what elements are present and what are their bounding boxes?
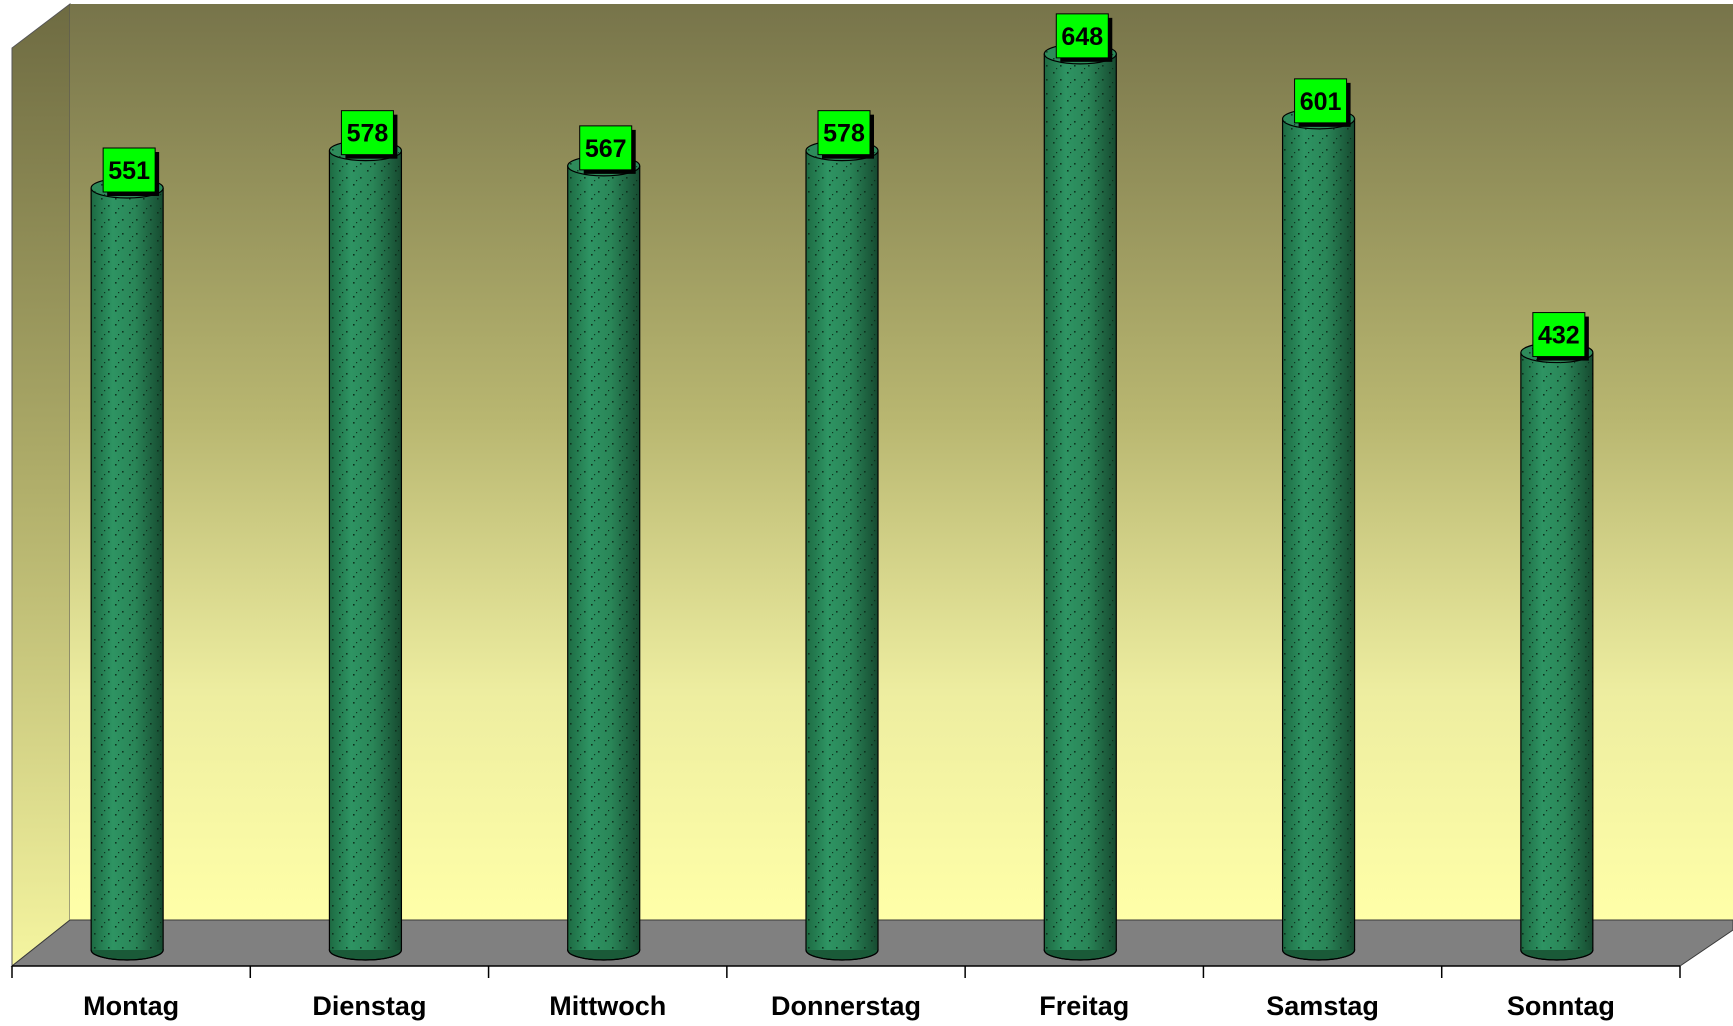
data-label-text: 551	[108, 157, 150, 185]
x-tick-label: Montag	[83, 991, 179, 1021]
data-label-box	[817, 110, 871, 156]
x-axis	[11, 965, 1681, 978]
back-wall	[70, 4, 1733, 920]
side-wall	[11, 2, 71, 968]
data-label-box	[1055, 13, 1109, 59]
data-label-box	[1532, 312, 1586, 358]
x-tick-label: Dienstag	[312, 991, 426, 1021]
bar-dienstag	[328, 140, 403, 961]
x-tick-label: Mittwoch	[549, 991, 666, 1021]
bar-base-outline	[805, 949, 879, 961]
bar-pattern	[806, 150, 878, 950]
data-label-box	[102, 147, 156, 193]
bar-sonntag	[1520, 341, 1594, 961]
data-label: 578	[817, 110, 874, 159]
bar-base-outline	[1043, 949, 1117, 961]
data-label: 432	[1532, 312, 1589, 361]
bar-pattern	[91, 188, 164, 950]
bar-base-outline	[1281, 949, 1356, 961]
x-tick-labels: Montag Dienstag Mittwoch Donnerstag Freitag S…	[83, 991, 1615, 1021]
data-label-text: 601	[1300, 88, 1342, 116]
bar-pattern	[329, 150, 402, 950]
data-label-text: 578	[347, 120, 389, 148]
data-label-text: 578	[823, 120, 865, 148]
data-label-box	[579, 125, 633, 171]
data-label-box	[1294, 78, 1348, 124]
data-label-text: 432	[1538, 322, 1580, 350]
x-tick-label: Samstag	[1266, 991, 1379, 1021]
x-tick-label: Sonntag	[1507, 991, 1615, 1021]
data-labels: 551 578 567 578 648 601 432	[102, 13, 1589, 361]
x-tick-label: Donnerstag	[771, 991, 921, 1021]
data-label: 551	[102, 147, 160, 196]
data-label: 648	[1055, 13, 1113, 62]
data-label: 578	[340, 110, 398, 159]
bar-series	[90, 43, 1594, 961]
bar-donnerstag	[805, 140, 879, 961]
data-label-text: 567	[585, 135, 627, 163]
bar-samstag	[1281, 108, 1356, 961]
bar-montag	[90, 177, 164, 961]
bar-base-outline	[567, 949, 641, 961]
bar-pattern	[1044, 53, 1117, 951]
bar-pattern	[1282, 118, 1355, 950]
data-label-text: 648	[1061, 23, 1103, 51]
bar-base-outline	[1520, 949, 1594, 961]
data-label-box	[340, 110, 394, 156]
bar-pattern	[567, 165, 640, 951]
bar-pattern	[1520, 352, 1593, 950]
data-label: 567	[579, 125, 636, 174]
bar-freitag	[1043, 43, 1117, 961]
data-label: 601	[1294, 78, 1351, 127]
bar-base-outline	[328, 949, 403, 961]
bar-mittwoch	[567, 155, 641, 961]
bar-base-outline	[90, 949, 164, 961]
x-tick-label: Freitag	[1039, 991, 1129, 1021]
